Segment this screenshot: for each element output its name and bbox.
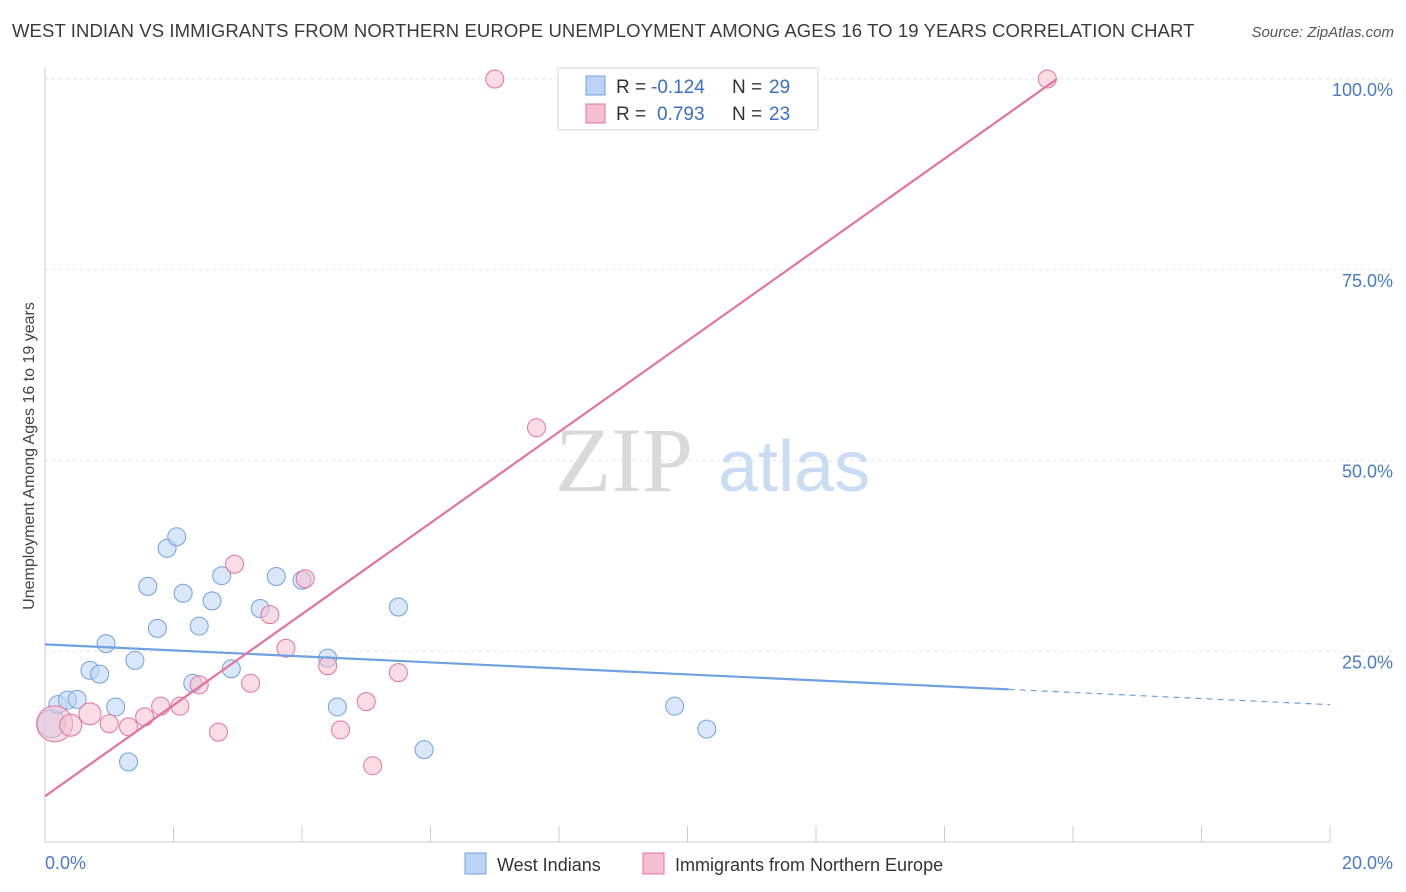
x-axis-ticks [44,826,1331,842]
point-northern-europe-17 [356,692,376,712]
point-west-indians-7 [106,697,126,717]
point-west-indians-24 [327,697,347,717]
legend-r-label-1: R = [616,104,646,125]
point-northern-europe-9 [208,722,228,742]
legend-swatch-west-indians [585,75,606,96]
point-northern-europe-20 [485,69,505,89]
y-tick-label-75: 75.0% [1342,271,1393,291]
trend-line-west-indians [44,643,1009,691]
y-axis-label: Unemployment Among Ages 16 to 19 years [21,302,38,610]
point-northern-europe-12 [260,605,280,625]
point-west-indians-3 [67,689,87,709]
point-west-indians-11 [147,618,167,638]
point-northern-europe-5 [135,707,155,727]
point-west-indians-25 [388,597,408,617]
legend-n-value-0: 29 [769,77,790,98]
watermark-zip: ZIP [555,409,693,511]
point-northern-europe-6 [151,696,171,716]
point-northern-europe-14 [295,569,315,589]
bottom-legend-swatch-northern-europe [642,852,665,875]
point-west-indians-5 [90,664,110,684]
legend: R = -0.124 N = 29 R = 0.793 N = 23 [557,67,819,131]
y-tick-labels: 25.0% 50.0% 75.0% 100.0% [1332,80,1393,672]
point-west-indians-21 [266,566,286,586]
point-west-indians-9 [125,650,145,670]
point-west-indians-19 [221,659,241,679]
legend-r-value-0: -0.124 [651,77,705,98]
point-west-indians-10 [138,576,158,596]
point-west-indians-18 [212,566,232,586]
y-tick-label-25: 25.0% [1342,652,1393,672]
point-northern-europe-2 [78,702,102,726]
point-northern-europe-18 [363,756,383,776]
legend-swatch-northern-europe [585,103,606,124]
legend-n-label-0: N = [732,77,762,98]
point-west-indians-17 [202,591,222,611]
trend-lines [44,78,1331,798]
point-west-indians-13 [167,527,187,547]
point-west-indians-8 [119,752,139,772]
point-northern-europe-11 [241,673,261,693]
trend-line-extension-west-indians [1008,688,1331,706]
chart-title: WEST INDIAN VS IMMIGRANTS FROM NORTHERN … [12,20,1195,41]
point-west-indians-27 [665,696,685,716]
legend-r-label-0: R = [616,77,646,98]
point-west-indians-6 [96,634,116,654]
point-northern-europe-13 [276,638,296,658]
point-northern-europe-15 [318,656,338,676]
watermark-atlas: atlas [718,427,870,507]
y-tick-label-100: 100.0% [1332,80,1393,100]
source-label: Source: ZipAtlas.com [1251,24,1394,41]
point-northern-europe-1 [59,713,83,737]
grid-lines [45,78,1393,652]
point-west-indians-14 [173,583,193,603]
x-tick-label-max: 20.0% [1342,853,1393,873]
point-west-indians-28 [697,719,717,739]
point-west-indians-16 [189,616,209,636]
point-northern-europe-16 [331,720,351,740]
point-northern-europe-10 [225,554,245,574]
bottom-legend-swatch-west-indians [464,852,487,875]
point-west-indians-26 [414,740,434,760]
trend-line-northern-europe [44,78,1058,798]
point-northern-europe-3 [99,714,119,734]
bottom-legend-label-west-indians: West Indians [497,855,601,875]
legend-r-value-1: 0.793 [657,104,705,125]
bottom-legend-label-northern-europe: Immigrants from Northern Europe [675,855,943,875]
legend-n-value-1: 23 [769,104,790,125]
bottom-legend: West Indians Immigrants from Northern Eu… [464,852,943,875]
point-northern-europe-21 [527,418,547,438]
series-northern-europe-points [36,69,1057,776]
x-tick-label-min: 0.0% [45,853,86,873]
point-northern-europe-19 [388,663,408,683]
y-tick-label-50: 50.0% [1342,462,1393,482]
legend-n-label-1: N = [732,104,762,125]
series-west-indians-points [36,527,717,772]
